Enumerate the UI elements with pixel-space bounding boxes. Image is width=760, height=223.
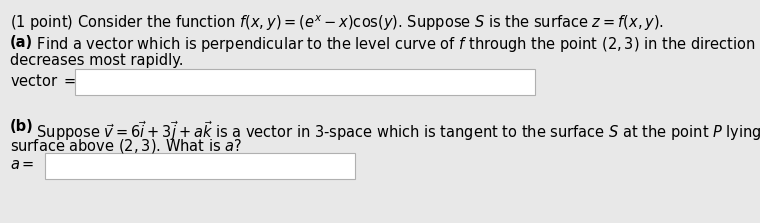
Text: Find a vector which is perpendicular to the level curve of $f$ through the point: Find a vector which is perpendicular to … (32, 35, 760, 54)
FancyBboxPatch shape (75, 69, 535, 95)
FancyBboxPatch shape (45, 153, 355, 179)
Text: (b): (b) (10, 119, 33, 134)
Text: Suppose $\vec{v} = 6\vec{i} + 3\vec{j} + a\vec{k}$ is a vector in 3-space which : Suppose $\vec{v} = 6\vec{i} + 3\vec{j} +… (32, 119, 760, 143)
Text: vector $=$: vector $=$ (10, 73, 77, 89)
Text: surface above $(2, 3)$. What is $a$?: surface above $(2, 3)$. What is $a$? (10, 137, 242, 155)
Text: (1 point) Consider the function $f(x, y) = (e^{x} - x)\cos(y)$. Suppose $S$ is t: (1 point) Consider the function $f(x, y)… (10, 13, 664, 33)
Text: $a =$: $a =$ (10, 157, 34, 172)
Text: decreases most rapidly.: decreases most rapidly. (10, 53, 183, 68)
Text: (a): (a) (10, 35, 33, 50)
